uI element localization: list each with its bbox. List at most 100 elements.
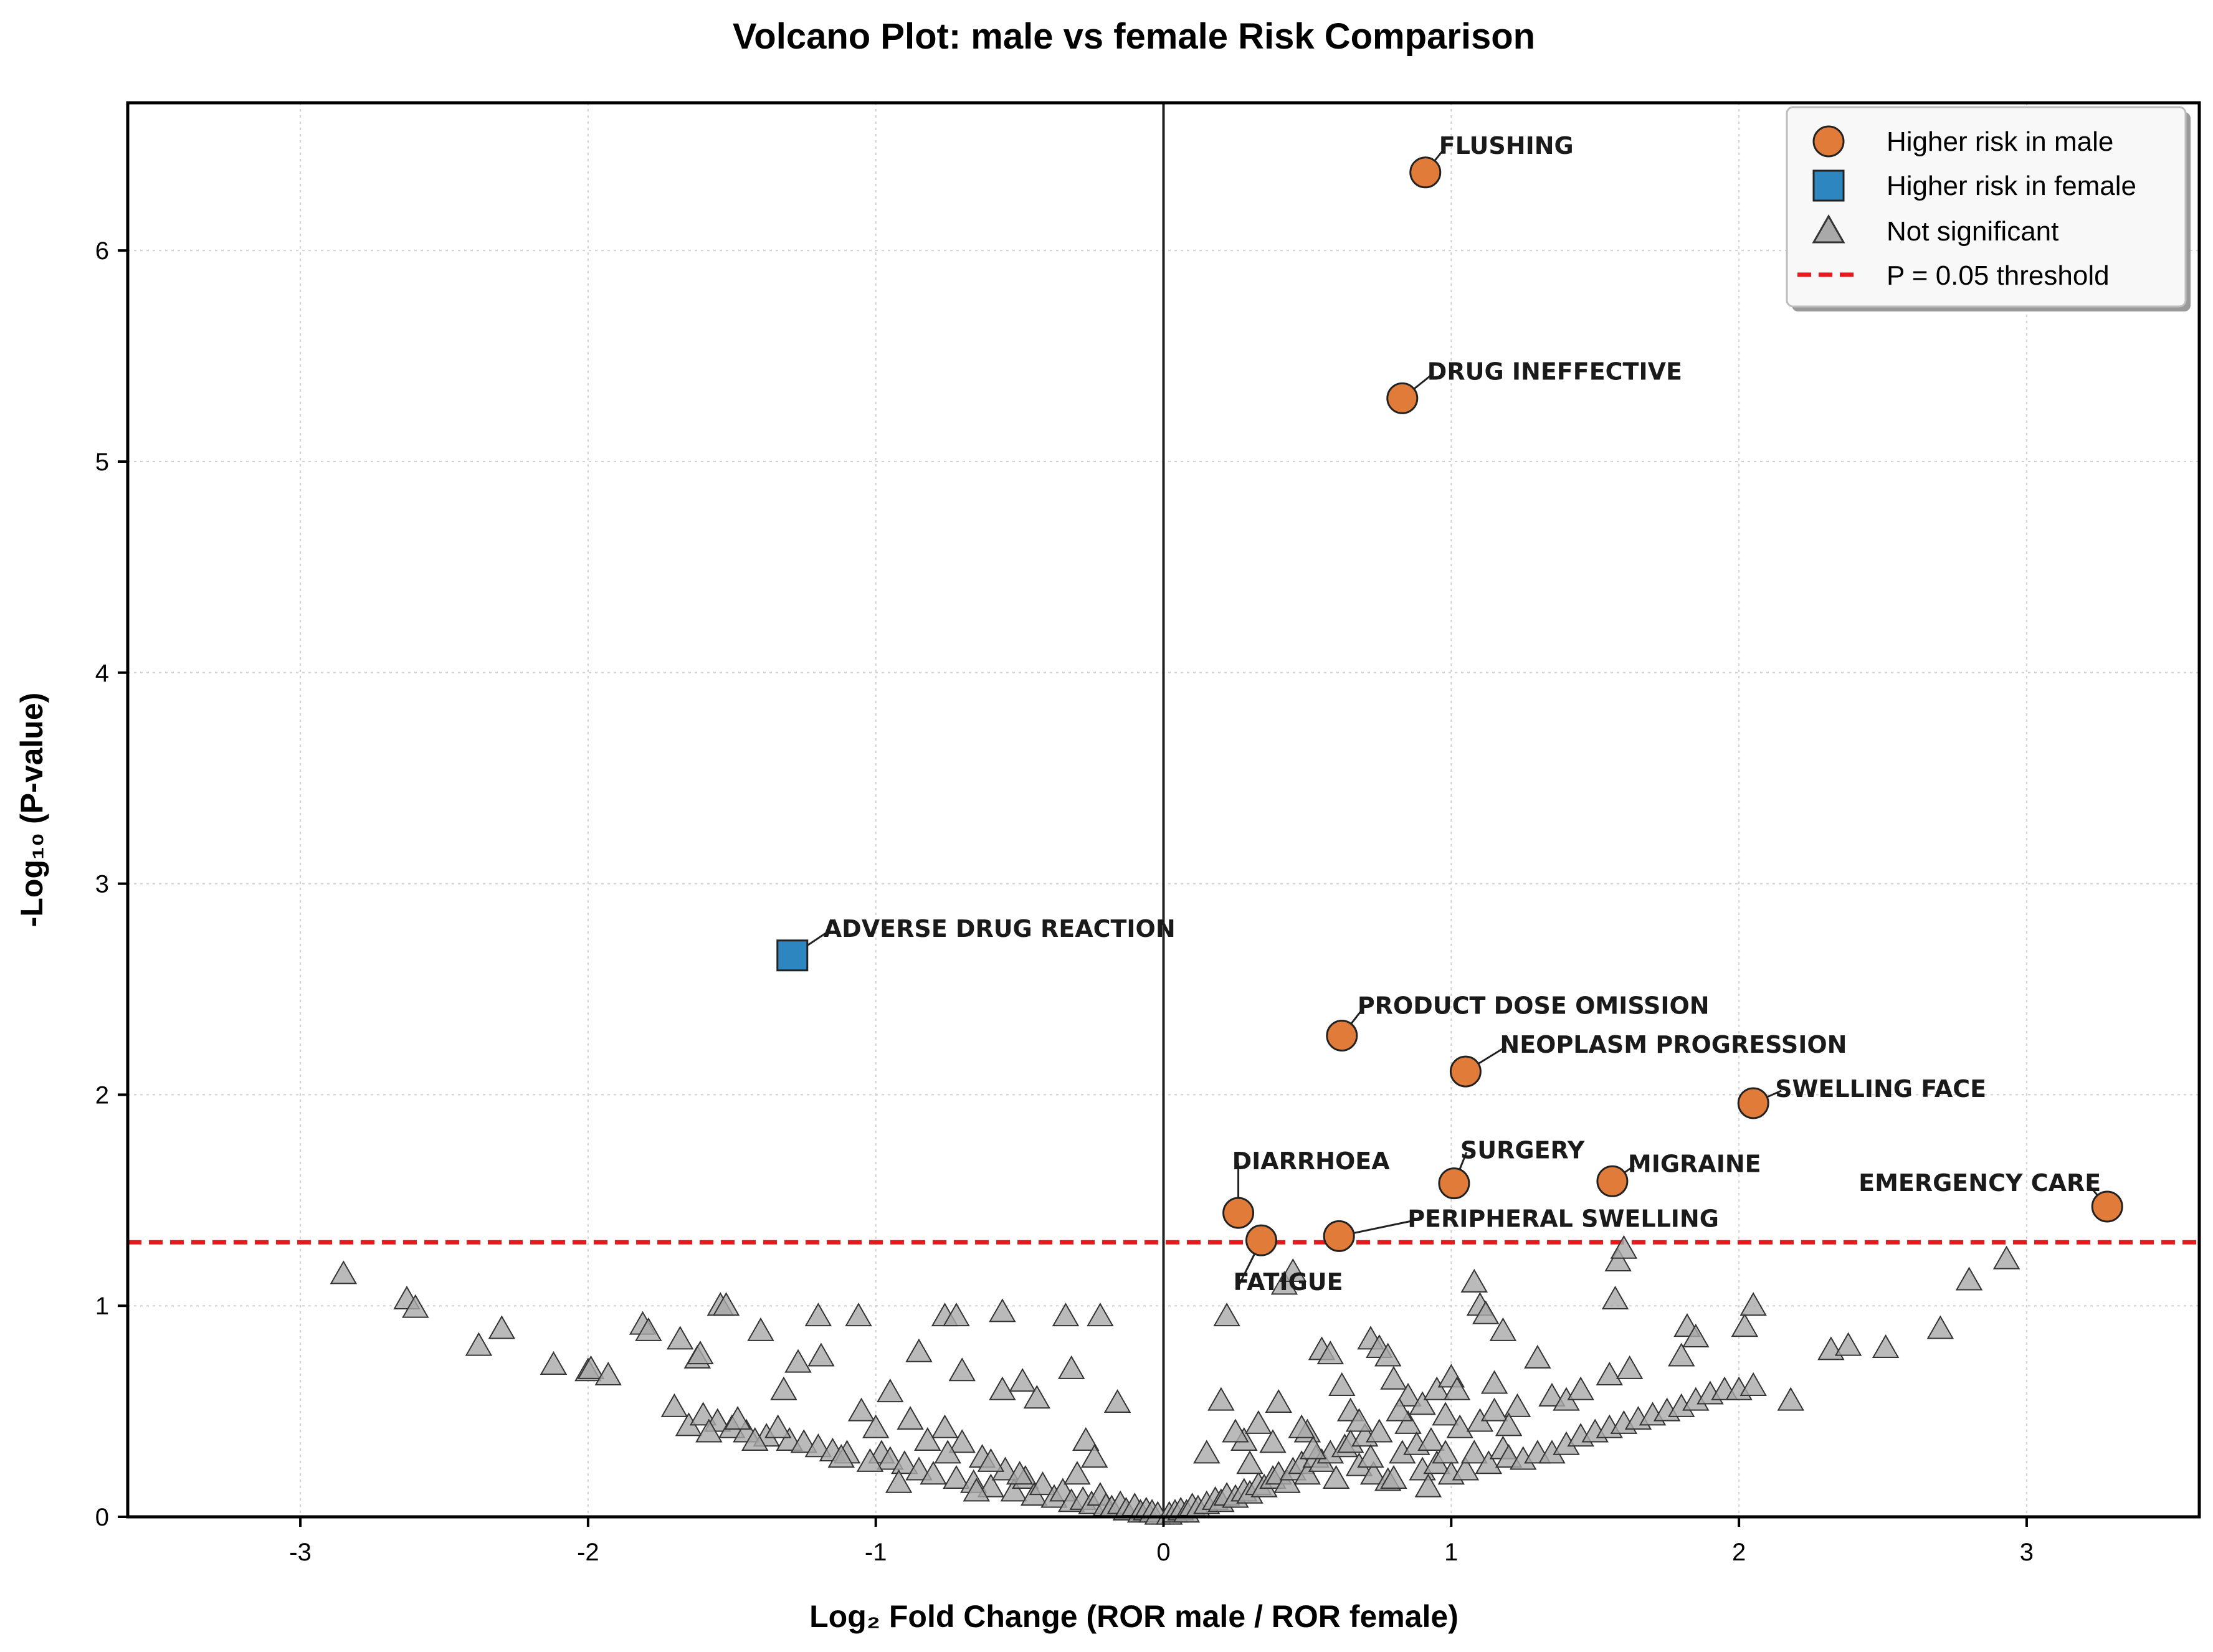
ns-point-triangle: [856, 1448, 884, 1472]
ns-point-triangle: [1245, 1410, 1272, 1434]
ns-point-triangle: [1080, 1444, 1108, 1468]
point-label: PERIPHERAL SWELLING: [1407, 1205, 1719, 1232]
ns-point-triangle: [1270, 1271, 1298, 1295]
ns-point-triangle: [963, 1478, 991, 1502]
point-label: PRODUCT DOSE OMISSION: [1358, 992, 1710, 1020]
ns-point-triangle: [1006, 1461, 1034, 1485]
ns-point-triangle: [1299, 1435, 1327, 1460]
ns-point-triangle: [1460, 1268, 1488, 1293]
ns-point-triangle: [1359, 1461, 1387, 1485]
point-label: FATIGUE: [1234, 1268, 1343, 1296]
point-label: FLUSHING: [1439, 132, 1574, 159]
y-tick-label: 6: [95, 237, 109, 265]
ns-point-triangle: [1731, 1313, 1759, 1337]
y-tick-label: 2: [95, 1081, 109, 1109]
ns-point-triangle: [1777, 1387, 1804, 1411]
x-tick-label: 0: [1156, 1539, 1170, 1566]
ns-point-triangle: [1322, 1464, 1350, 1489]
ns-point-triangle: [1955, 1266, 1983, 1291]
point-male-circle: [1245, 1224, 1278, 1256]
ns-point-triangle: [1087, 1303, 1114, 1327]
ns-point-triangle: [1328, 1372, 1356, 1396]
ns-point-triangle: [1480, 1370, 1508, 1394]
ns-point-triangle: [862, 1414, 890, 1438]
ns-point-triangle: [1386, 1397, 1413, 1422]
ns-point-triangle: [784, 1349, 812, 1373]
point-male-circle: [1438, 1167, 1470, 1200]
ns-point-triangle: [1009, 1368, 1036, 1392]
ns-point-triangle: [845, 1303, 872, 1327]
ns-point-triangle: [891, 1450, 918, 1474]
ns-point-triangle: [577, 1355, 605, 1379]
y-tick-label: 5: [95, 449, 109, 476]
ns-point-triangle: [1489, 1317, 1517, 1341]
ns-point-triangle: [712, 1292, 740, 1316]
ns-point-triangle: [724, 1406, 751, 1430]
ns-point-triangle: [877, 1446, 904, 1470]
x-tick-label: 1: [1444, 1539, 1458, 1566]
ns-point-triangle: [1265, 1389, 1292, 1413]
ns-point-triangle: [465, 1332, 493, 1356]
y-axis-ticks: 0 1 2 3 4 5 6: [95, 237, 128, 1531]
x-tick-label: 3: [2020, 1539, 2034, 1566]
ns-point-triangle: [827, 1444, 855, 1468]
ns-point-triangle: [931, 1414, 959, 1438]
ns-point-triangle: [1423, 1376, 1450, 1400]
y-tick-label: 3: [95, 871, 109, 898]
ns-point-triangle: [1193, 1440, 1221, 1464]
ns-point-triangle: [1072, 1427, 1100, 1451]
point-label: ADVERSE DRUG REACTION: [824, 915, 1176, 942]
ns-point-triangle: [1103, 1389, 1131, 1413]
ns-point-triangle: [1739, 1292, 1767, 1316]
point-male-circle: [1409, 156, 1442, 189]
x-tick-label: 2: [1732, 1539, 1746, 1566]
ns-point-triangle: [977, 1473, 1005, 1498]
legend-marker-ns: [1812, 214, 1845, 244]
ns-point-triangle: [330, 1260, 358, 1284]
ns-point-triangle: [594, 1361, 622, 1385]
ns-point-triangle: [1596, 1361, 1624, 1385]
ns-point-triangle: [402, 1294, 429, 1318]
ns-point-triangle: [807, 1342, 835, 1367]
point-male-circle: [1449, 1055, 1482, 1088]
ns-point-triangle: [1273, 1469, 1301, 1493]
ns-point-triangle: [1057, 1355, 1085, 1379]
ns-point-triangle: [1394, 1382, 1422, 1407]
ns-point-triangle: [804, 1433, 832, 1458]
point-male-circle: [1386, 382, 1419, 414]
x-axis-ticks: -3 -2 -1 0 1 2 3: [289, 1517, 2034, 1566]
ns-point-triangle: [1374, 1342, 1402, 1367]
point-label: MIGRAINE: [1628, 1150, 1761, 1177]
x-tick-label: -2: [577, 1539, 599, 1566]
ns-point-triangle: [1452, 1456, 1480, 1481]
ns-point-triangle: [1064, 1461, 1091, 1485]
ns-point-triangle: [1682, 1323, 1710, 1348]
point-male-circle: [1596, 1165, 1629, 1197]
ns-point-triangle: [1432, 1402, 1459, 1426]
ns-point-triangle: [1417, 1427, 1445, 1451]
legend: Higher risk in male Higher risk in femal…: [1786, 106, 2191, 311]
ns-point-triangle: [1394, 1410, 1422, 1434]
ns-point-triangle: [934, 1440, 961, 1464]
point-label: SURGERY: [1460, 1137, 1585, 1164]
ns-point-triangle: [1222, 1418, 1249, 1443]
ns-point-triangle: [1000, 1478, 1028, 1502]
ns-point-triangle: [897, 1406, 924, 1430]
ns-point-triangle: [977, 1448, 1005, 1472]
ns-point-triangle: [747, 1317, 774, 1341]
ns-point-triangle: [885, 1469, 913, 1493]
ns-point-triangle: [660, 1393, 688, 1417]
ns-point-triangle: [1446, 1414, 1473, 1438]
ns-point-triangle: [1601, 1286, 1629, 1310]
ns-point-triangle: [764, 1414, 792, 1438]
chart-title: Volcano Plot: male vs female Risk Compar…: [733, 16, 1535, 57]
ns-point-triangle: [877, 1379, 904, 1403]
ns-point-triangle: [847, 1397, 875, 1422]
point-male-circle: [1737, 1087, 1769, 1119]
legend-box: [1786, 106, 2187, 308]
ns-point-triangle: [1616, 1355, 1644, 1379]
ns-point-triangle: [1604, 1248, 1632, 1272]
ns-point-triangle: [1443, 1376, 1471, 1400]
ns-point-triangle: [1567, 1376, 1594, 1400]
ns-point-triangle: [1475, 1450, 1503, 1474]
